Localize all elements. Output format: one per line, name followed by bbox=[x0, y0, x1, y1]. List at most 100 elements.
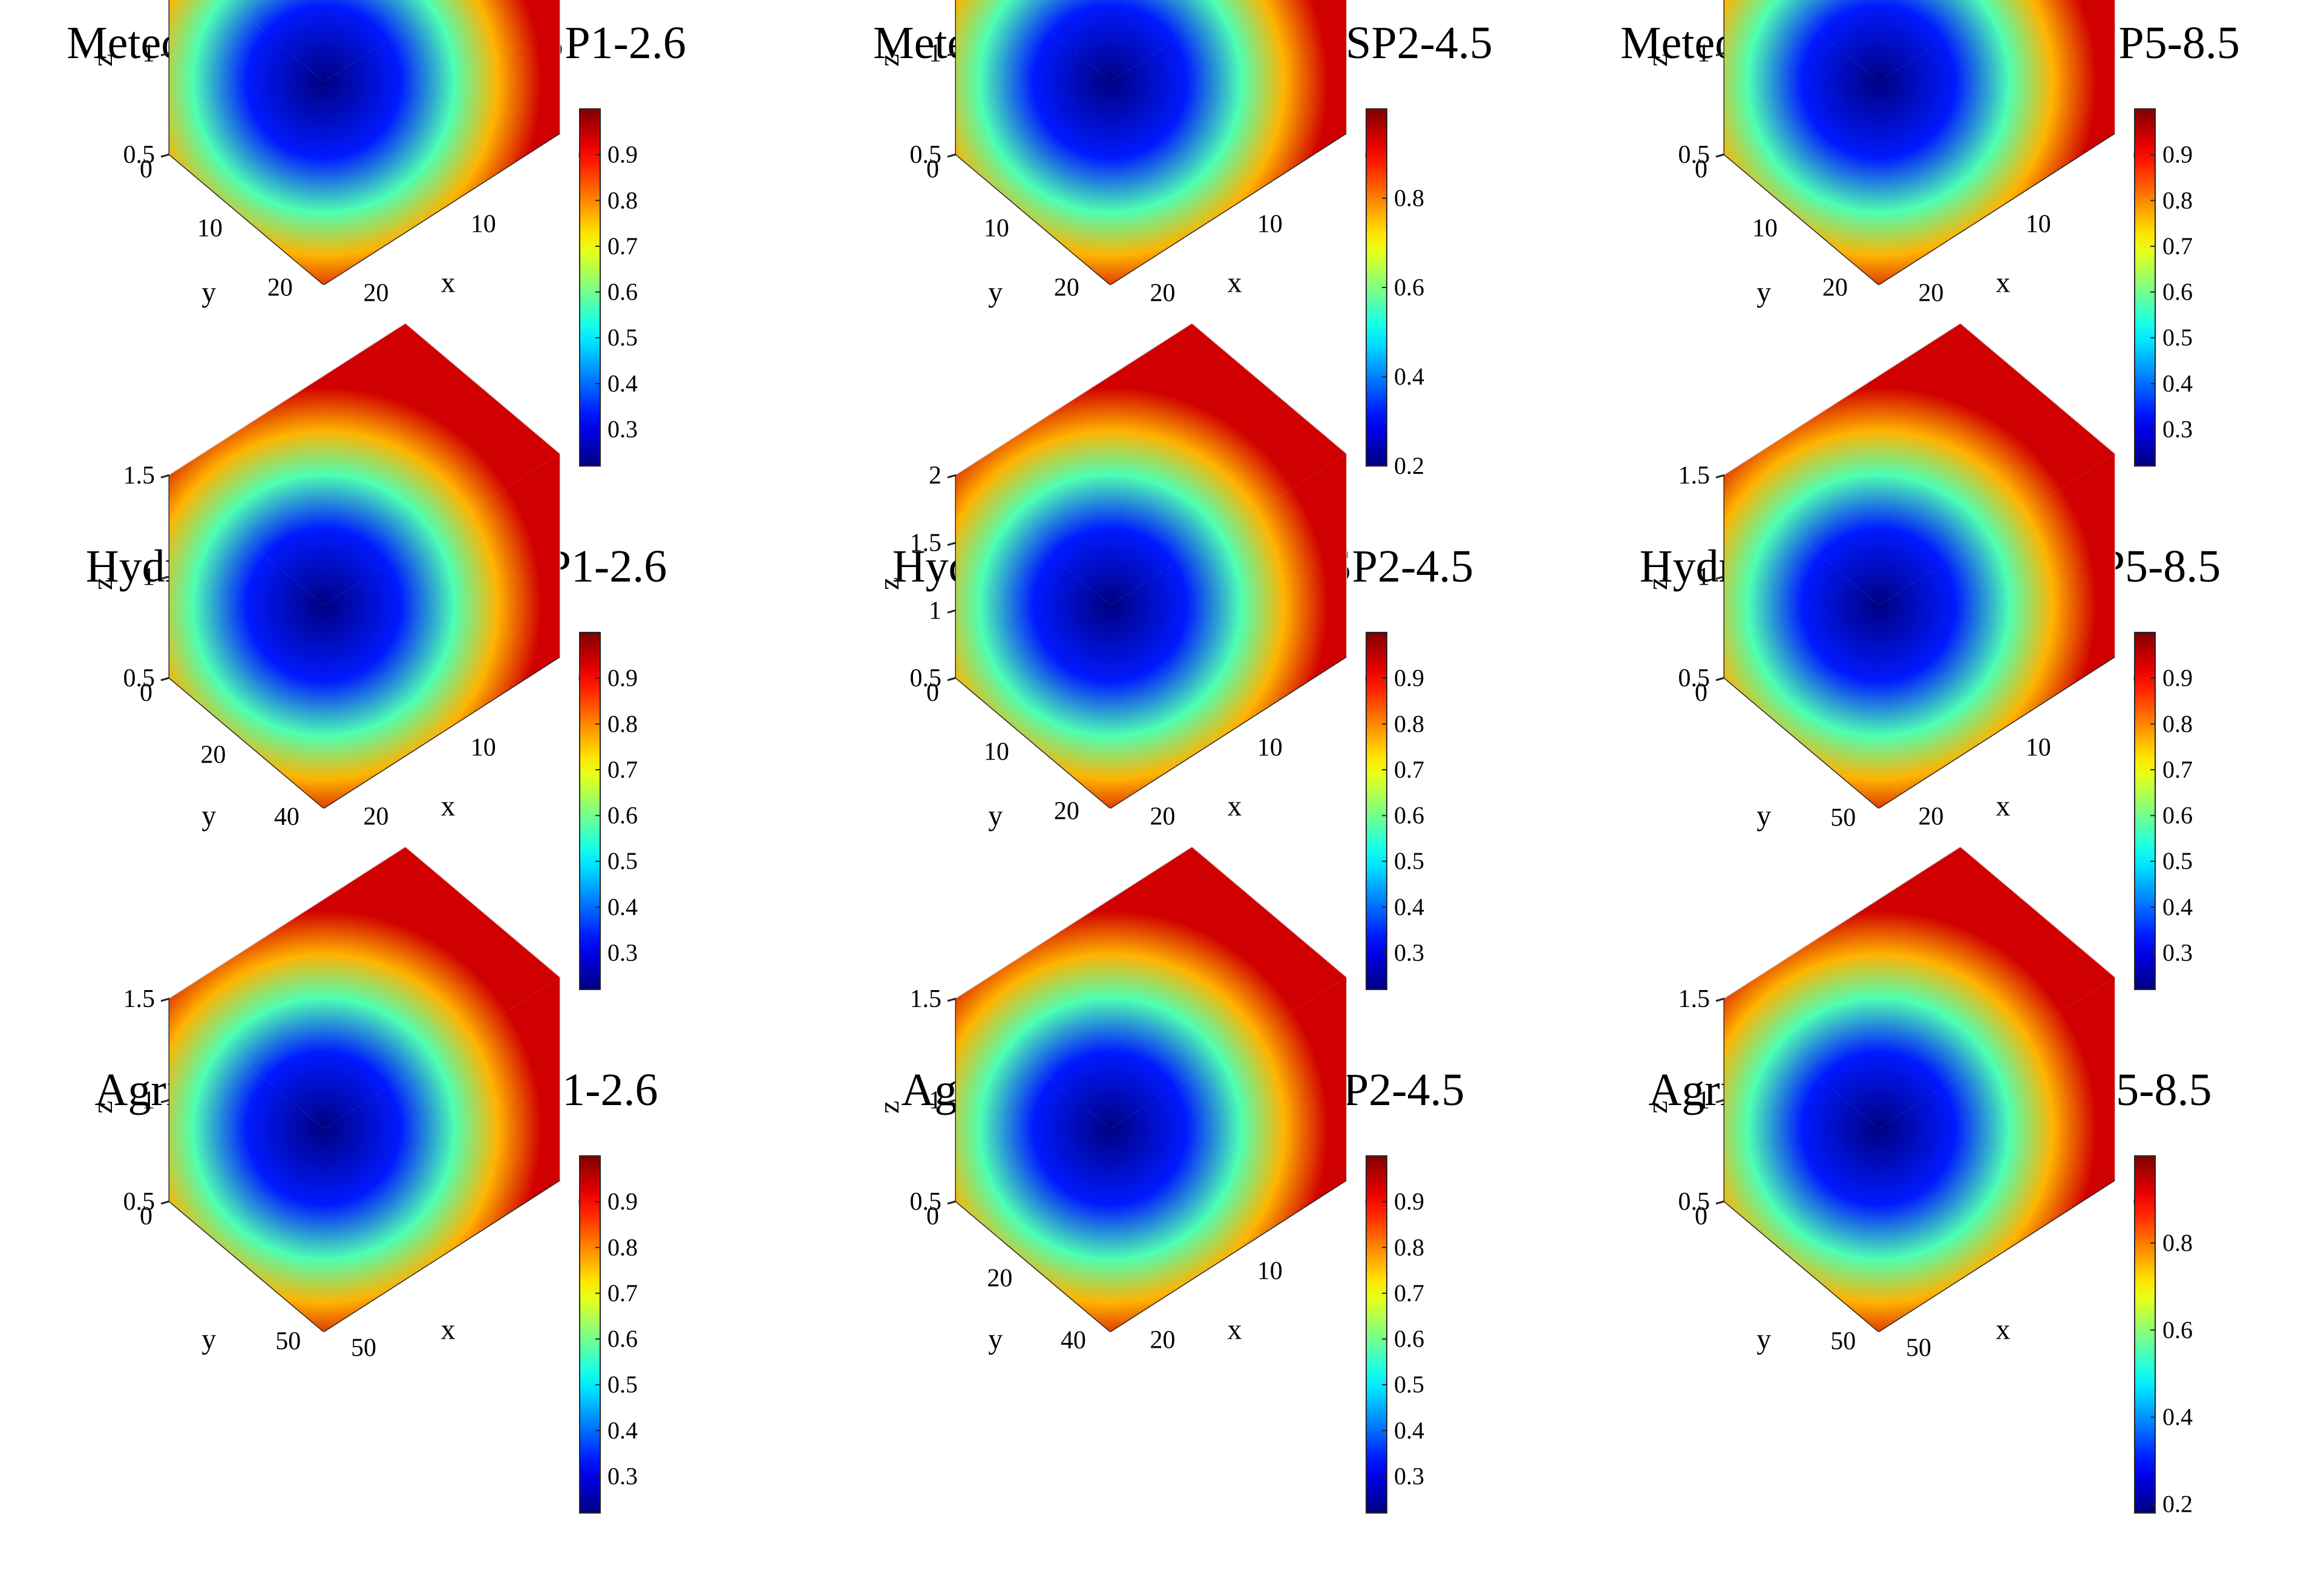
chart-panel: Meteorological drought SSP5-8.50.511.5z0… bbox=[1620, 0, 2240, 467]
right-face bbox=[1879, 977, 2115, 1331]
y-axis-label: y bbox=[1756, 799, 1771, 832]
colorbar-tick-label: 0.5 bbox=[1394, 1371, 1424, 1398]
colorbar-tick-label: 0.3 bbox=[607, 415, 638, 442]
right-face bbox=[324, 454, 560, 808]
z-tick-label: 1 bbox=[142, 1087, 155, 1115]
z-tick-mark bbox=[160, 576, 170, 580]
y-tick-label: 20 bbox=[987, 1264, 1012, 1292]
colorbar-tick-label: 0.4 bbox=[1394, 1417, 1424, 1444]
y-tick-label: 0 bbox=[926, 679, 939, 707]
colorbar-tick-label: 0.6 bbox=[607, 1325, 638, 1353]
colorbar: 0.3 0.4 0.5 0.6 0.7 0.8 0.9 bbox=[2134, 632, 2193, 990]
left-face bbox=[169, 999, 324, 1331]
x-tick-label: 10 bbox=[1257, 211, 1283, 238]
top-face bbox=[1724, 847, 2115, 1129]
y-ticks: 0 20 40 bbox=[926, 1202, 1086, 1354]
y-axis-label: y bbox=[201, 1323, 216, 1355]
z-tick-label: 0.5 bbox=[1678, 1188, 1710, 1216]
top-face bbox=[1013, 0, 1238, 82]
colorbar-tick-label: 0.3 bbox=[1394, 939, 1424, 966]
colorbar: 0.2 0.4 0.6 0.8 bbox=[1366, 108, 1424, 479]
y-axis-label: y bbox=[988, 1323, 1003, 1355]
left-face bbox=[169, 475, 324, 808]
colorbar-tick-label: 0.6 bbox=[2162, 1316, 2193, 1344]
z-tick-label: 1.5 bbox=[123, 985, 155, 1013]
top-face bbox=[1781, 0, 2006, 82]
y-ticks: 0 20 40 bbox=[140, 679, 300, 831]
colorbar-tick-label: 0.4 bbox=[2162, 1403, 2193, 1431]
y-tick-label: 0 bbox=[1695, 156, 1707, 183]
colorbar-tick-label: 0.3 bbox=[1394, 1462, 1424, 1489]
colorbar-tick-label: 0.8 bbox=[607, 1233, 638, 1261]
colorbar-tick-label: 0.6 bbox=[2162, 802, 2193, 829]
z-tick-label: 1 bbox=[142, 40, 155, 68]
y-tick-label: 10 bbox=[984, 215, 1009, 243]
colorbar-tick-label: 0.7 bbox=[2162, 756, 2193, 783]
colorbar-tick-label: 0.3 bbox=[2162, 939, 2193, 966]
right-face bbox=[324, 977, 560, 1331]
left-face bbox=[956, 475, 1110, 808]
x-axis-label: x bbox=[441, 1314, 456, 1346]
colorbar-tick-label: 0.7 bbox=[607, 756, 638, 783]
colorbar-tick-label: 0.7 bbox=[2162, 232, 2193, 260]
chart-panel: Meteorological drought SSP1-2.60.511.5z0… bbox=[67, 0, 686, 467]
z-tick-mark bbox=[1715, 153, 1725, 158]
colorbar: 0.3 0.4 0.5 0.6 0.7 0.8 0.9 bbox=[1366, 1155, 1424, 1514]
x-tick-label: 10 bbox=[471, 734, 496, 762]
x-tick-label: 20 bbox=[363, 802, 388, 830]
colorbar-tick-label: 0.4 bbox=[2162, 893, 2193, 920]
colorbar-tick-label: 0.5 bbox=[607, 1371, 638, 1398]
colorbar-tick-label: 0.9 bbox=[1394, 664, 1424, 692]
z-tick-label: 0.5 bbox=[910, 141, 942, 169]
colorbar-tick-label: 0.9 bbox=[607, 141, 638, 168]
z-tick-label: 0.5 bbox=[910, 664, 942, 692]
colorbar-gradient bbox=[1366, 1155, 1387, 1514]
y-axis-label: y bbox=[201, 799, 216, 832]
colorbar-tick-label: 0.4 bbox=[1394, 363, 1424, 390]
y-ticks: 0 50 bbox=[1695, 1202, 1856, 1356]
x-tick-label: 10 bbox=[1257, 734, 1283, 762]
y-tick-label: 10 bbox=[984, 738, 1009, 766]
y-tick-label: 10 bbox=[197, 215, 223, 243]
z-tick-label: 1 bbox=[929, 597, 941, 625]
y-ticks: 0 50 bbox=[140, 1202, 301, 1356]
z-tick-mark bbox=[160, 997, 170, 1002]
z-tick-mark bbox=[947, 677, 957, 681]
colorbar-gradient bbox=[2134, 632, 2156, 990]
colorbar-tick-label: 0.9 bbox=[1394, 1188, 1424, 1215]
colorbar-tick-label: 0.4 bbox=[607, 370, 638, 397]
colorbar-tick-label: 0.7 bbox=[607, 232, 638, 260]
colorbar-tick-label: 0.8 bbox=[607, 710, 638, 737]
y-axis-label: y bbox=[1756, 1323, 1771, 1355]
x-tick-label: 10 bbox=[2026, 211, 2051, 238]
colorbar: 0.3 0.4 0.5 0.6 0.7 0.8 0.9 bbox=[579, 632, 638, 990]
z-axis-label: z bbox=[873, 577, 905, 590]
y-ticks: 0 10 20 bbox=[140, 156, 293, 301]
z-axis-label: z bbox=[1642, 54, 1674, 67]
z-tick-mark bbox=[1715, 677, 1725, 681]
left-face bbox=[1724, 999, 1879, 1331]
y-ticks: 0 50 bbox=[1695, 679, 1856, 832]
y-tick-label: 0 bbox=[140, 1202, 152, 1230]
left-face bbox=[956, 0, 1110, 284]
x-tick-label: 20 bbox=[1918, 802, 1943, 830]
z-tick-mark bbox=[947, 52, 957, 56]
colorbar-tick-label: 0.9 bbox=[2162, 141, 2193, 168]
left-face bbox=[956, 999, 1110, 1331]
colorbar-tick-label: 0.6 bbox=[1394, 802, 1424, 829]
z-tick-mark bbox=[1715, 576, 1725, 580]
chart-panel: Hydrological drought SSP1-2.60.511.5z020… bbox=[86, 323, 667, 990]
z-tick-label: 1 bbox=[1697, 563, 1710, 591]
z-tick-mark bbox=[1715, 1200, 1725, 1205]
panels-layer: Meteorological drought SSP1-2.60.511.5z0… bbox=[67, 0, 2240, 1518]
colorbar: 0.3 0.4 0.5 0.6 0.7 0.8 0.9 bbox=[579, 108, 638, 467]
colorbar-gradient bbox=[579, 1155, 601, 1514]
z-tick-label: 0.5 bbox=[123, 664, 155, 692]
z-tick-mark bbox=[947, 153, 957, 158]
y-tick-label: 0 bbox=[1695, 1202, 1707, 1230]
colorbar-tick-label: 0.4 bbox=[607, 1417, 638, 1444]
x-axis-label: x bbox=[1228, 790, 1242, 822]
